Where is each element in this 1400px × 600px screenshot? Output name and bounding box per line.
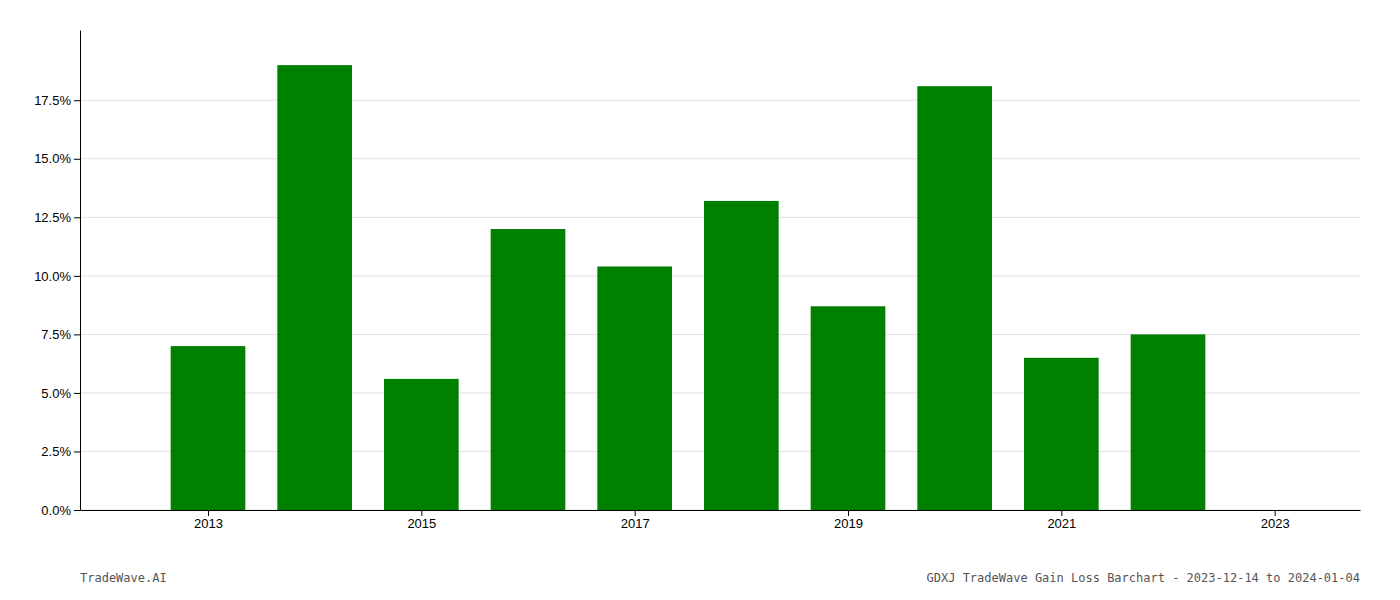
bar — [384, 379, 459, 510]
y-tick-label: 2.5% — [41, 444, 71, 459]
y-tick-mark — [74, 393, 80, 394]
y-tick-label: 12.5% — [34, 210, 71, 225]
x-tick: 2017 — [621, 510, 650, 531]
footer: TradeWave.AI GDXJ TradeWave Gain Loss Bar… — [80, 571, 1360, 585]
y-tick-mark — [74, 159, 80, 160]
x-tick-mark — [848, 510, 849, 516]
y-tick-label: 5.0% — [41, 386, 71, 401]
x-tick-label: 2015 — [407, 516, 436, 531]
bar — [1131, 334, 1206, 510]
x-tick-label: 2021 — [1047, 516, 1076, 531]
plot: 2013 2015 2017 2019 2021 2023 0.0% 2.5% 5.0% 7.5%… — [34, 31, 1360, 532]
y-tick-mark — [74, 217, 80, 218]
bar — [1024, 358, 1099, 510]
x-tick-mark — [1061, 510, 1062, 516]
bar — [811, 306, 886, 510]
grid-line — [80, 100, 1360, 101]
x-tick-label: 2017 — [621, 516, 650, 531]
x-tick: 2019 — [834, 510, 863, 531]
y-tick-mark — [74, 510, 80, 511]
y-tick: 5.0% — [41, 386, 80, 401]
y-tick-label: 15.0% — [34, 151, 71, 166]
grid — [80, 100, 1360, 510]
x-tick: 2021 — [1047, 510, 1076, 531]
y-tick: 7.5% — [41, 327, 80, 342]
x-tick-label: 2019 — [834, 516, 863, 531]
x-tick-mark — [1275, 510, 1276, 516]
bars — [171, 65, 1206, 510]
y-tick: 10.0% — [34, 269, 80, 284]
x-tick: 2015 — [407, 510, 436, 531]
x-tick-mark — [421, 510, 422, 516]
y-tick-label: 10.0% — [34, 269, 71, 284]
x-axis-line — [81, 510, 1361, 511]
bar — [491, 229, 566, 510]
y-tick-mark — [74, 451, 80, 452]
y-tick: 17.5% — [34, 93, 80, 108]
x-tick-mark — [208, 510, 209, 516]
y-tick-mark — [74, 334, 80, 335]
x-tick-label: 2013 — [194, 516, 223, 531]
y-tick-mark — [74, 100, 80, 101]
annotation: TradeWave.AI — [80, 571, 167, 585]
bar — [171, 346, 246, 510]
y-tick-label: 7.5% — [41, 327, 71, 342]
x-axis: 2013 2015 2017 2019 2021 2023 — [81, 510, 1361, 531]
x-tick-mark — [635, 510, 636, 516]
y-tick: 15.0% — [34, 151, 80, 166]
y-tick: 0.0% — [41, 503, 80, 518]
y-tick: 2.5% — [41, 444, 80, 459]
x-tick-label: 2023 — [1261, 516, 1290, 531]
y-axis: 0.0% 2.5% 5.0% 7.5% 10.0% 12.5% 15.0% 17.5% — [34, 31, 80, 518]
y-tick-label: 17.5% — [34, 93, 71, 108]
bar — [277, 65, 352, 510]
bar — [704, 201, 779, 510]
y-tick-label: 0.0% — [41, 503, 71, 518]
chart: 2013 2015 2017 2019 2021 2023 0.0% 2.5% 5.0% 7.5%… — [0, 0, 1400, 600]
bar — [917, 86, 992, 510]
annotation: GDXJ TradeWave Gain Loss Barchart - 2023… — [927, 571, 1360, 585]
y-axis-line — [80, 31, 81, 511]
y-tick: 12.5% — [34, 210, 80, 225]
grid-line — [80, 158, 1360, 159]
bar — [597, 266, 672, 510]
y-tick-mark — [74, 276, 80, 277]
x-tick: 2023 — [1261, 510, 1290, 531]
x-tick: 2013 — [194, 510, 223, 531]
